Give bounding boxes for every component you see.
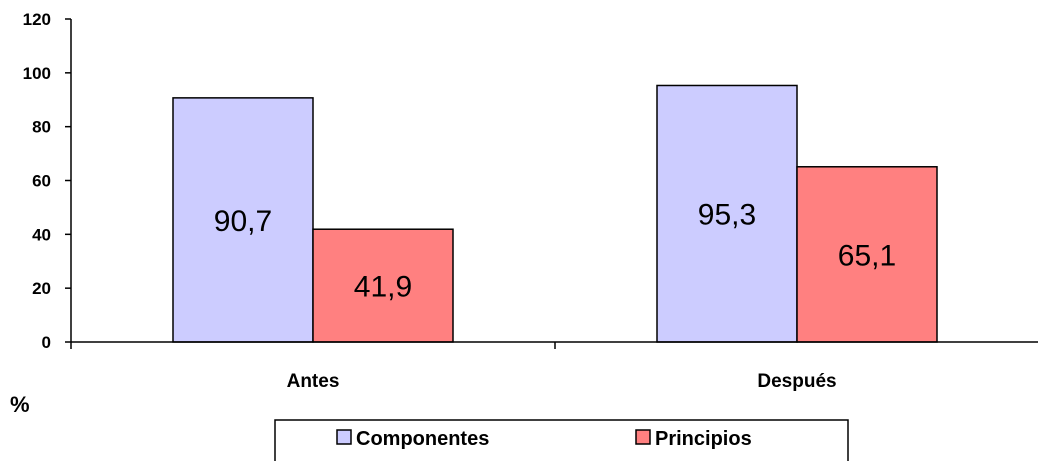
data-label: 65,1 xyxy=(838,239,896,272)
legend-label-componentes: Componentes xyxy=(356,428,489,450)
x-ticks-group: Antes Después xyxy=(70,342,837,392)
y-ticks-group: 0 20 40 60 80 100 120 xyxy=(23,10,71,352)
bar-componentes-1 xyxy=(172,97,314,343)
legend-swatch-componentes xyxy=(336,429,352,445)
data-label: 95,3 xyxy=(698,199,756,232)
bar-componentes-2 xyxy=(656,84,798,343)
legend-swatch-principios xyxy=(635,429,651,445)
bar-principios-1 xyxy=(312,228,454,343)
y-axis-unit-label: % xyxy=(10,392,30,417)
bar-principios-2 xyxy=(796,166,938,343)
y-tick-label: 120 xyxy=(23,10,51,29)
y-tick-label: 20 xyxy=(32,279,51,298)
y-tick-label: 100 xyxy=(23,64,51,83)
data-label: 90,7 xyxy=(214,205,272,238)
legend-box xyxy=(274,419,849,461)
y-tick-label: 60 xyxy=(32,172,51,191)
x-category-label: Antes xyxy=(287,371,340,392)
y-tick-label: 80 xyxy=(32,118,51,137)
data-labels-group: 90,7 41,9 95,3 65,1 xyxy=(214,199,896,304)
legend: Componentes Principios xyxy=(274,419,849,461)
data-label: 41,9 xyxy=(354,271,412,304)
y-tick-label: 0 xyxy=(42,333,51,352)
bars-group xyxy=(172,84,938,343)
y-tick-label: 40 xyxy=(32,225,51,244)
legend-label-principios: Principios xyxy=(655,428,752,450)
x-category-label: Después xyxy=(757,371,836,392)
